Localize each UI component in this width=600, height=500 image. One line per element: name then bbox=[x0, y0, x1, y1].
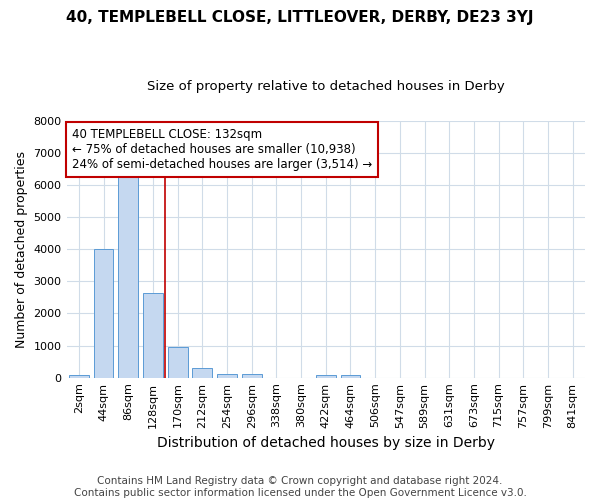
Text: 40, TEMPLEBELL CLOSE, LITTLEOVER, DERBY, DE23 3YJ: 40, TEMPLEBELL CLOSE, LITTLEOVER, DERBY,… bbox=[66, 10, 534, 25]
Bar bbox=[316, 376, 335, 378]
Bar bbox=[69, 376, 89, 378]
Text: Contains HM Land Registry data © Crown copyright and database right 2024.
Contai: Contains HM Land Registry data © Crown c… bbox=[74, 476, 526, 498]
Bar bbox=[118, 166, 138, 378]
Bar bbox=[193, 368, 212, 378]
Bar bbox=[341, 376, 361, 378]
Bar bbox=[168, 347, 188, 378]
Y-axis label: Number of detached properties: Number of detached properties bbox=[15, 150, 28, 348]
Text: 40 TEMPLEBELL CLOSE: 132sqm
← 75% of detached houses are smaller (10,938)
24% of: 40 TEMPLEBELL CLOSE: 132sqm ← 75% of det… bbox=[72, 128, 372, 172]
Bar bbox=[242, 374, 262, 378]
Title: Size of property relative to detached houses in Derby: Size of property relative to detached ho… bbox=[147, 80, 505, 93]
Bar bbox=[217, 374, 237, 378]
Bar bbox=[143, 294, 163, 378]
Bar bbox=[94, 249, 113, 378]
X-axis label: Distribution of detached houses by size in Derby: Distribution of detached houses by size … bbox=[157, 436, 495, 450]
